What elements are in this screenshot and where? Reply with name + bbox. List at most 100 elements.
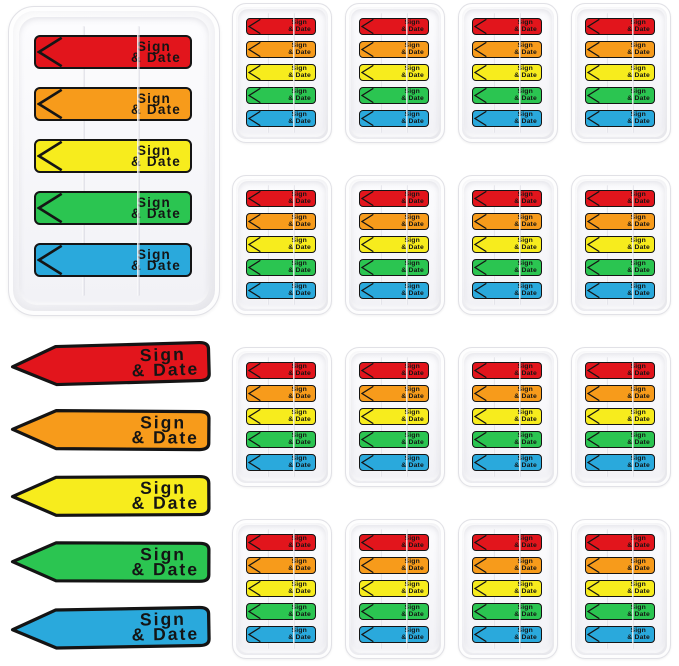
flag-red: Sign & Date: [246, 190, 316, 207]
small-flag-dispenser: Sign & Date Sign & Date Sign & Date Sign & Date…: [345, 519, 445, 659]
arrow-chevron-icon: [587, 111, 600, 126]
flag-orange: Sign & Date: [246, 557, 316, 574]
arrow-chevron-icon: [248, 581, 261, 596]
flag-label-line2: & Date: [401, 94, 424, 102]
arrow-chevron-icon: [474, 19, 487, 34]
arrow-chevron-icon: [361, 283, 374, 298]
flag-label-line1: Sign: [404, 535, 420, 543]
arrow-chevron-icon: [248, 455, 261, 470]
flag-label-line1: Sign: [291, 237, 307, 245]
small-flag-dispenser: Sign & Date Sign & Date Sign & Date Sign & Date…: [458, 3, 558, 143]
small-flag-dispenser: Sign & Date Sign & Date Sign & Date Sign & Date…: [232, 175, 332, 315]
flag-orange: Sign & Date: [472, 385, 542, 402]
flag-orange: Sign & Date: [359, 557, 429, 574]
flag-green: Sign & Date: [359, 259, 429, 276]
arrow-chevron-icon: [361, 455, 374, 470]
flag-red: Sign & Date: [472, 18, 542, 35]
flag-label-line1: Sign: [404, 65, 420, 73]
flag-label-line2: & Date: [401, 415, 424, 423]
arrow-chevron-icon: [587, 558, 600, 573]
flag-green: Sign & Date: [246, 87, 316, 104]
flag-label-line1: Sign: [291, 455, 307, 463]
small-flag-dispenser: Sign & Date Sign & Date Sign & Date Sign & Date…: [232, 347, 332, 487]
flag-red: Sign & Date: [246, 18, 316, 35]
flag-label-line1: Sign: [517, 432, 533, 440]
arrow-chevron-icon: [248, 65, 261, 80]
flag-label-line2: & Date: [288, 25, 311, 33]
flag-label-line2: & Date: [401, 633, 424, 641]
flag-yellow: Sign & Date: [359, 408, 429, 425]
arrow-chevron-icon: [474, 111, 487, 126]
flag-label-line1: Sign: [136, 90, 171, 106]
small-flag-dispenser: Sign & Date Sign & Date Sign & Date Sign & Date…: [458, 519, 558, 659]
arrow-chevron-icon: [361, 260, 374, 275]
flag-label-line1: Sign: [517, 558, 533, 566]
flag-orange: Sign & Date: [585, 385, 655, 402]
flag-label-line1: Sign: [291, 42, 307, 50]
dispenser-tray: Sign & Date Sign & Date Sign & Date Sign & Date…: [351, 181, 439, 309]
flag-blue: Sign & Date: [585, 454, 655, 471]
flag-blue: Sign & Date: [246, 110, 316, 127]
arrow-chevron-icon: [361, 604, 374, 619]
arrow-chevron-icon: [248, 432, 261, 447]
flag-label-line2: & Date: [627, 197, 650, 205]
small-flag-dispenser: Sign & Date Sign & Date Sign & Date Sign & Date…: [458, 175, 558, 315]
arrow-chevron-icon: [361, 111, 374, 126]
arrow-chevron-icon: [248, 237, 261, 252]
flag-label-line1: Sign: [630, 260, 646, 268]
flag-label-line2: & Date: [401, 25, 424, 33]
flag-label-line1: Sign: [517, 260, 533, 268]
flag-blue: Sign & Date: [246, 454, 316, 471]
flag-label-line1: Sign: [517, 88, 533, 96]
flag-orange: Sign & Date: [359, 385, 429, 402]
flag-label-line2: & Date: [627, 610, 650, 618]
flag-label-line1: Sign: [404, 363, 420, 371]
flag-label-line2: & Date: [627, 220, 650, 228]
flag-red: Sign & Date: [585, 534, 655, 551]
arrow-chevron-icon: [248, 535, 261, 550]
flag-orange: Sign & Date: [585, 557, 655, 574]
flag-label-line1: Sign: [630, 237, 646, 245]
flag-label-line2: & Date: [514, 564, 537, 572]
flag-orange: Sign & Date: [359, 213, 429, 230]
flag-label-line1: Sign: [630, 409, 646, 417]
arrow-chevron-icon: [248, 409, 261, 424]
flag-label-line1: Sign: [517, 581, 533, 589]
flag-orange: Sign & Date: [359, 41, 429, 58]
flag-label-line2: & Date: [514, 48, 537, 56]
flag-orange: Sign & Date: [472, 557, 542, 574]
flag-yellow: Sign & Date: [472, 64, 542, 81]
flag-label-line2: & Date: [288, 392, 311, 400]
flag-label-line1: Sign: [404, 455, 420, 463]
flag-label-line2: & Date: [401, 117, 424, 125]
arrow-chevron-icon: [474, 283, 487, 298]
flag-label-line2: & Date: [627, 633, 650, 641]
flag-label-line1: Sign: [630, 535, 646, 543]
flag-label-line1: Sign: [291, 386, 307, 394]
flag-label-line1: Sign: [630, 432, 646, 440]
dispenser-tray: Sign & Date Sign & Date Sign & Date Sign & Date…: [577, 9, 665, 137]
flag-label-line2: & Date: [514, 197, 537, 205]
flag-label-line1: Sign: [630, 214, 646, 222]
arrow-chevron-icon: [361, 214, 374, 229]
flag-label-line2: & Date: [288, 369, 311, 377]
flag-label-line2: & Date: [514, 94, 537, 102]
loose-flag-blue: Sign & Date: [10, 603, 216, 653]
arrow-chevron-icon: [587, 214, 600, 229]
flag-label-line1: Sign: [291, 604, 307, 612]
flag-label-line1: Sign: [630, 455, 646, 463]
flag-label-line1: Sign: [291, 581, 307, 589]
arrow-chevron-icon: [361, 42, 374, 57]
loose-flag-orange: Sign & Date: [10, 406, 215, 453]
small-flag-dispenser: Sign & Date Sign & Date Sign & Date Sign & Date…: [232, 3, 332, 143]
flag-label-line1: Sign: [630, 111, 646, 119]
flag-label-line2: & Date: [288, 610, 311, 618]
dispenser-tray: Sign & Date Sign & Date Sign & Date Sign & Date…: [577, 353, 665, 481]
flag-blue: Sign & Date: [585, 110, 655, 127]
arrow-chevron-icon: [474, 386, 487, 401]
flag-label-line2: & Date: [288, 48, 311, 56]
flag-green: Sign & Date: [246, 431, 316, 448]
flag-blue: Sign & Date: [472, 454, 542, 471]
flag-label-line2: & Date: [401, 392, 424, 400]
arrow-chevron-icon: [474, 604, 487, 619]
